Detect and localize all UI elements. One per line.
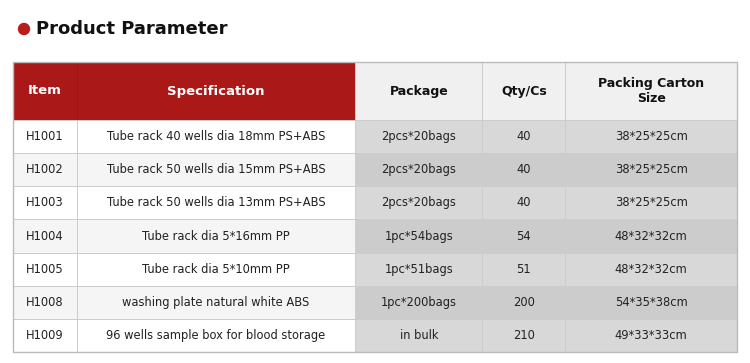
Text: Tube rack 40 wells dia 18mm PS+ABS: Tube rack 40 wells dia 18mm PS+ABS xyxy=(107,130,326,143)
Bar xyxy=(566,186,737,219)
Text: 48*32*32cm: 48*32*32cm xyxy=(615,263,688,276)
Text: H1005: H1005 xyxy=(26,263,64,276)
Text: 200: 200 xyxy=(513,296,535,309)
Bar xyxy=(566,253,737,286)
Bar xyxy=(356,286,482,319)
Bar xyxy=(482,219,566,253)
Text: 54*35*38cm: 54*35*38cm xyxy=(615,296,688,309)
Text: 1pc*51bags: 1pc*51bags xyxy=(385,263,453,276)
Text: 38*25*25cm: 38*25*25cm xyxy=(615,163,688,176)
Text: 49*33*33cm: 49*33*33cm xyxy=(615,329,688,342)
Text: Tube rack 50 wells dia 13mm PS+ABS: Tube rack 50 wells dia 13mm PS+ABS xyxy=(106,196,326,209)
Bar xyxy=(482,62,566,120)
Text: 40: 40 xyxy=(517,130,531,143)
Text: H1008: H1008 xyxy=(26,296,64,309)
Bar xyxy=(482,186,566,219)
Bar xyxy=(356,186,482,219)
Bar xyxy=(482,286,566,319)
Bar xyxy=(566,153,737,186)
Text: 48*32*32cm: 48*32*32cm xyxy=(615,229,688,242)
Bar xyxy=(76,120,356,153)
Text: Item: Item xyxy=(28,85,62,98)
Bar xyxy=(13,219,76,253)
Bar xyxy=(76,219,356,253)
Bar xyxy=(566,319,737,352)
Text: in bulk: in bulk xyxy=(400,329,438,342)
Text: Tube rack dia 5*16mm PP: Tube rack dia 5*16mm PP xyxy=(142,229,290,242)
Text: Packing Carton
Size: Packing Carton Size xyxy=(598,77,704,105)
Bar xyxy=(356,219,482,253)
Circle shape xyxy=(19,24,29,34)
Bar xyxy=(76,62,356,120)
Bar xyxy=(482,253,566,286)
Bar xyxy=(76,253,356,286)
Bar xyxy=(566,286,737,319)
Text: 54: 54 xyxy=(517,229,531,242)
Text: Specification: Specification xyxy=(167,85,265,98)
Text: H1001: H1001 xyxy=(26,130,64,143)
Bar xyxy=(13,253,76,286)
Text: 210: 210 xyxy=(513,329,535,342)
Bar xyxy=(566,120,737,153)
Bar xyxy=(13,62,737,352)
Text: H1003: H1003 xyxy=(26,196,64,209)
Bar xyxy=(566,219,737,253)
Text: Tube rack 50 wells dia 15mm PS+ABS: Tube rack 50 wells dia 15mm PS+ABS xyxy=(106,163,326,176)
Text: 40: 40 xyxy=(517,163,531,176)
Text: 38*25*25cm: 38*25*25cm xyxy=(615,196,688,209)
Bar xyxy=(76,153,356,186)
Bar xyxy=(13,153,76,186)
Bar xyxy=(356,62,482,120)
Text: 96 wells sample box for blood storage: 96 wells sample box for blood storage xyxy=(106,329,326,342)
Text: 51: 51 xyxy=(517,263,531,276)
Bar xyxy=(13,186,76,219)
Bar xyxy=(482,120,566,153)
Text: 40: 40 xyxy=(517,196,531,209)
Bar xyxy=(482,153,566,186)
Bar xyxy=(356,253,482,286)
Text: Product Parameter: Product Parameter xyxy=(36,20,227,38)
Text: H1009: H1009 xyxy=(26,329,64,342)
Text: 1pc*200bags: 1pc*200bags xyxy=(381,296,457,309)
Text: 38*25*25cm: 38*25*25cm xyxy=(615,130,688,143)
Text: 2pcs*20bags: 2pcs*20bags xyxy=(381,163,456,176)
Text: washing plate natural white ABS: washing plate natural white ABS xyxy=(122,296,310,309)
Text: Qty/Cs: Qty/Cs xyxy=(501,85,547,98)
Bar xyxy=(13,120,76,153)
Text: 2pcs*20bags: 2pcs*20bags xyxy=(381,196,456,209)
Text: Package: Package xyxy=(389,85,448,98)
Bar xyxy=(356,120,482,153)
Text: 1pc*54bags: 1pc*54bags xyxy=(385,229,453,242)
Bar xyxy=(76,286,356,319)
Bar xyxy=(566,62,737,120)
Text: H1002: H1002 xyxy=(26,163,64,176)
Bar xyxy=(356,319,482,352)
Text: H1004: H1004 xyxy=(26,229,64,242)
Bar xyxy=(76,186,356,219)
Bar xyxy=(13,62,76,120)
Bar xyxy=(482,319,566,352)
Text: 2pcs*20bags: 2pcs*20bags xyxy=(381,130,456,143)
Text: Tube rack dia 5*10mm PP: Tube rack dia 5*10mm PP xyxy=(142,263,290,276)
Bar xyxy=(13,319,76,352)
Bar xyxy=(76,319,356,352)
Bar xyxy=(13,286,76,319)
Bar xyxy=(356,153,482,186)
